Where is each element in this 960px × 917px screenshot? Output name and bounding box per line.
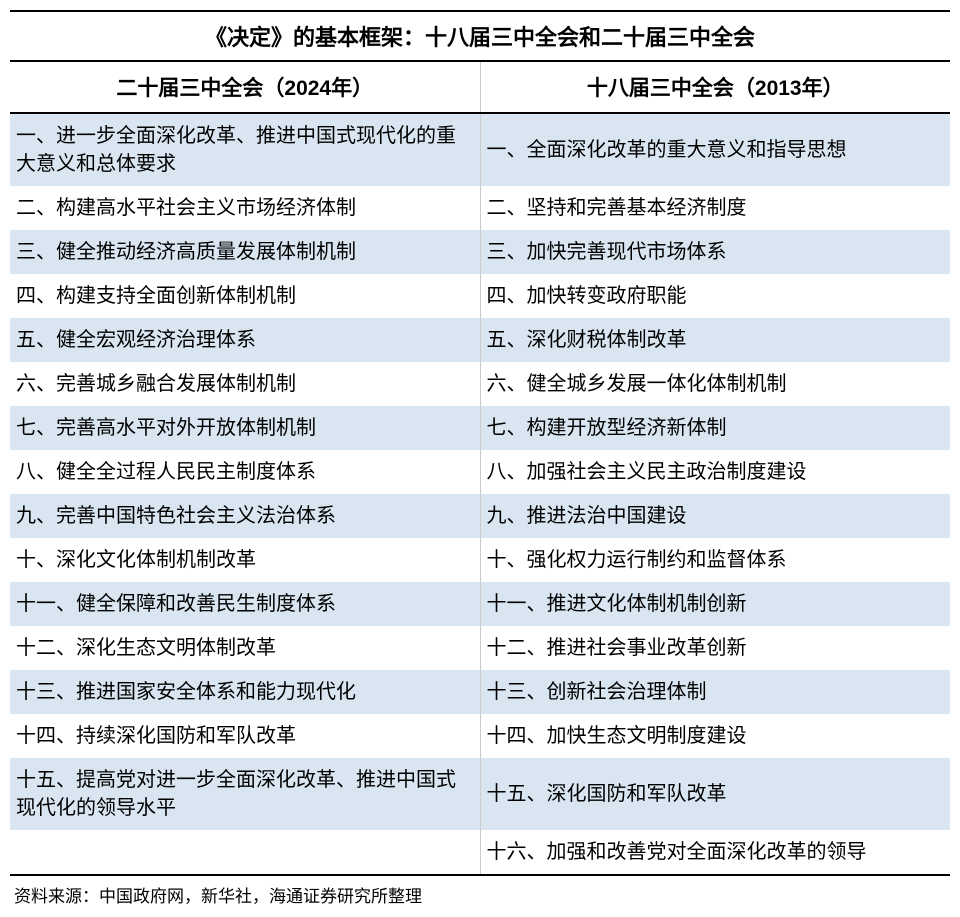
- cell-left: 一、进一步全面深化改革、推进中国式现代化的重大意义和总体要求: [10, 114, 481, 186]
- cell-right: 九、推进法治中国建设: [481, 494, 951, 538]
- cell-left: 十一、健全保障和改善民生制度体系: [10, 582, 481, 626]
- cell-right: 五、深化财税体制改革: [481, 318, 951, 362]
- cell-left: 十、深化文化体制机制改革: [10, 538, 481, 582]
- table-header-row: 二十届三中全会（2024年） 十八届三中全会（2013年）: [10, 62, 950, 114]
- table-row: 一、进一步全面深化改革、推进中国式现代化的重大意义和总体要求 一、全面深化改革的…: [10, 114, 950, 186]
- table-title: 《决定》的基本框架：十八届三中全会和二十届三中全会: [10, 10, 950, 62]
- cell-left: [10, 830, 481, 874]
- cell-left: 二、构建高水平社会主义市场经济体制: [10, 186, 481, 230]
- cell-left: 五、健全宏观经济治理体系: [10, 318, 481, 362]
- table-row: 十五、提高党对进一步全面深化改革、推进中国式现代化的领导水平 十五、深化国防和军…: [10, 758, 950, 830]
- cell-left: 十五、提高党对进一步全面深化改革、推进中国式现代化的领导水平: [10, 758, 481, 830]
- column-header-right: 十八届三中全会（2013年）: [481, 62, 951, 112]
- cell-right: 十二、推进社会事业改革创新: [481, 626, 951, 670]
- table-body: 一、进一步全面深化改革、推进中国式现代化的重大意义和总体要求 一、全面深化改革的…: [10, 114, 950, 876]
- cell-right: 三、加快完善现代市场体系: [481, 230, 951, 274]
- cell-right: 八、加强社会主义民主政治制度建设: [481, 450, 951, 494]
- cell-right: 十一、推进文化体制机制创新: [481, 582, 951, 626]
- cell-right: 二、坚持和完善基本经济制度: [481, 186, 951, 230]
- cell-right: 六、健全城乡发展一体化体制机制: [481, 362, 951, 406]
- cell-left: 十四、持续深化国防和军队改革: [10, 714, 481, 758]
- comparison-table: 《决定》的基本框架：十八届三中全会和二十届三中全会 二十届三中全会（2024年）…: [10, 10, 950, 907]
- cell-left: 八、健全全过程人民民主制度体系: [10, 450, 481, 494]
- table-row: 十二、深化生态文明体制改革 十二、推进社会事业改革创新: [10, 626, 950, 670]
- table-row: 十一、健全保障和改善民生制度体系 十一、推进文化体制机制创新: [10, 582, 950, 626]
- table-row: 十四、持续深化国防和军队改革 十四、加快生态文明制度建设: [10, 714, 950, 758]
- table-row: 七、完善高水平对外开放体制机制 七、构建开放型经济新体制: [10, 406, 950, 450]
- cell-right: 七、构建开放型经济新体制: [481, 406, 951, 450]
- table-row: 三、健全推动经济高质量发展体制机制 三、加快完善现代市场体系: [10, 230, 950, 274]
- table-row: 十、深化文化体制机制改革 十、强化权力运行制约和监督体系: [10, 538, 950, 582]
- cell-left: 十三、推进国家安全体系和能力现代化: [10, 670, 481, 714]
- table-row: 八、健全全过程人民民主制度体系 八、加强社会主义民主政治制度建设: [10, 450, 950, 494]
- cell-right: 十五、深化国防和军队改革: [481, 758, 951, 830]
- column-header-left: 二十届三中全会（2024年）: [10, 62, 481, 112]
- cell-right: 十四、加快生态文明制度建设: [481, 714, 951, 758]
- cell-left: 三、健全推动经济高质量发展体制机制: [10, 230, 481, 274]
- table-row: 二、构建高水平社会主义市场经济体制 二、坚持和完善基本经济制度: [10, 186, 950, 230]
- cell-left: 九、完善中国特色社会主义法治体系: [10, 494, 481, 538]
- cell-left: 七、完善高水平对外开放体制机制: [10, 406, 481, 450]
- table-row: 六、完善城乡融合发展体制机制 六、健全城乡发展一体化体制机制: [10, 362, 950, 406]
- cell-right: 十三、创新社会治理体制: [481, 670, 951, 714]
- table-row: 四、构建支持全面创新体制机制 四、加快转变政府职能: [10, 274, 950, 318]
- table-row: 十三、推进国家安全体系和能力现代化 十三、创新社会治理体制: [10, 670, 950, 714]
- cell-left: 六、完善城乡融合发展体制机制: [10, 362, 481, 406]
- cell-left: 十二、深化生态文明体制改革: [10, 626, 481, 670]
- cell-right: 四、加快转变政府职能: [481, 274, 951, 318]
- source-citation: 资料来源：中国政府网，新华社，海通证券研究所整理: [10, 876, 950, 907]
- cell-right: 十、强化权力运行制约和监督体系: [481, 538, 951, 582]
- cell-right: 一、全面深化改革的重大意义和指导思想: [481, 114, 951, 186]
- table-row: 十六、加强和改善党对全面深化改革的领导: [10, 830, 950, 874]
- table-row: 九、完善中国特色社会主义法治体系 九、推进法治中国建设: [10, 494, 950, 538]
- cell-right: 十六、加强和改善党对全面深化改革的领导: [481, 830, 951, 874]
- cell-left: 四、构建支持全面创新体制机制: [10, 274, 481, 318]
- table-row: 五、健全宏观经济治理体系 五、深化财税体制改革: [10, 318, 950, 362]
